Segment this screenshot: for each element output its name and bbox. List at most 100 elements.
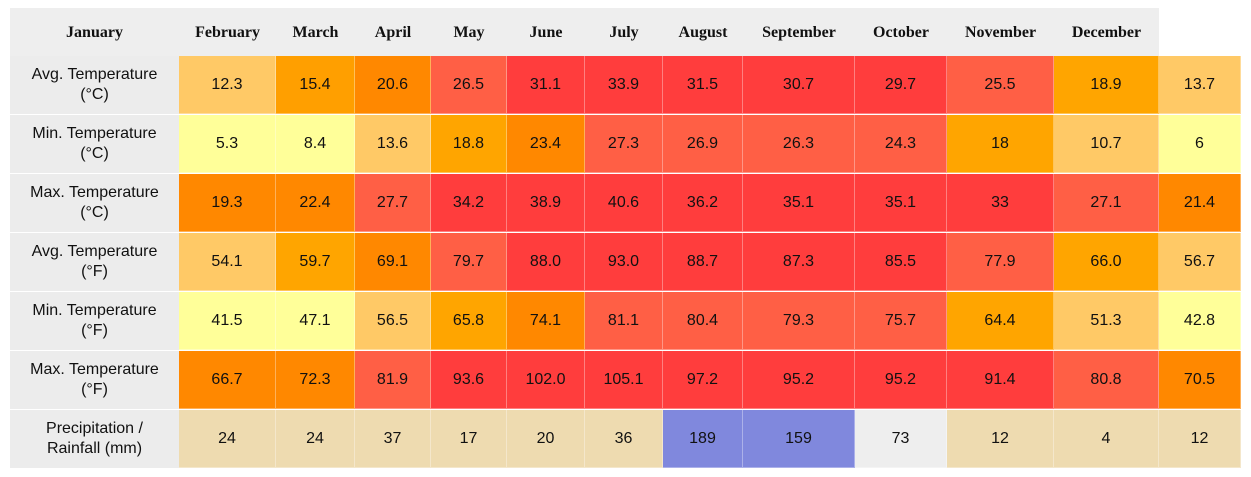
table-cell: 80.8 [1054, 351, 1159, 409]
table-cell: 74.1 [507, 292, 585, 350]
table-cell: 36 [585, 410, 663, 468]
header-row [10, 8, 1159, 56]
row-label-line: Precipitation / [46, 420, 143, 437]
table-cell: 40.6 [585, 174, 663, 232]
month-header-april: April [374, 24, 412, 41]
table-cell: 26.3 [743, 115, 855, 173]
row-label-line: (°C) [80, 145, 109, 162]
table-cell: 12 [947, 410, 1054, 468]
table-cell: 105.1 [585, 351, 663, 409]
row-label-line: (°C) [80, 86, 109, 103]
row-label: Max. Temperature (°F) [10, 351, 179, 409]
table-cell: 22.4 [276, 174, 355, 232]
table-cell: 91.4 [947, 351, 1054, 409]
table-cell: 56.5 [355, 292, 431, 350]
table-cell: 36.2 [663, 174, 743, 232]
table-cell: 69.1 [355, 233, 431, 291]
month-header-march: March [292, 24, 339, 41]
table-cell: 12 [1159, 410, 1241, 468]
table-cell: 70.5 [1159, 351, 1241, 409]
table-cell: 88.7 [663, 233, 743, 291]
table-cell: 97.2 [663, 351, 743, 409]
table-cell: 75.7 [855, 292, 947, 350]
row-label: Avg. Temperature (°C) [10, 56, 179, 114]
table-cell: 27.1 [1054, 174, 1159, 232]
table-cell: 31.5 [663, 56, 743, 114]
table-cell: 20 [507, 410, 585, 468]
table-cell: 13.7 [1159, 56, 1241, 114]
table-cell: 31.1 [507, 56, 585, 114]
row-label-line: (°F) [81, 322, 108, 339]
table-cell: 93.6 [431, 351, 507, 409]
table-cell: 189 [663, 410, 743, 468]
row-label-line: (°F) [81, 263, 108, 280]
table-cell: 72.3 [276, 351, 355, 409]
month-header-february: February [195, 24, 260, 41]
row-label-line: Rainfall (mm) [46, 440, 143, 457]
table-cell: 18 [947, 115, 1054, 173]
table-cell: 38.9 [507, 174, 585, 232]
row-label: Min. Temperature (°C) [10, 115, 179, 173]
table-cell: 73 [855, 410, 947, 468]
row-label: Max. Temperature (°C) [10, 174, 179, 232]
table-cell: 24.3 [855, 115, 947, 173]
table-cell: 56.7 [1159, 233, 1241, 291]
row-label-line: Avg. Temperature [31, 66, 158, 83]
table-cell: 18.9 [1054, 56, 1159, 114]
table-cell: 95.2 [855, 351, 947, 409]
table-cell: 80.4 [663, 292, 743, 350]
month-header-august: August [678, 24, 728, 41]
table-cell: 20.6 [355, 56, 431, 114]
table-cell: 34.2 [431, 174, 507, 232]
table-cell: 19.3 [179, 174, 276, 232]
month-header-january: January [66, 24, 123, 41]
table-cell: 79.7 [431, 233, 507, 291]
table-cell: 18.8 [431, 115, 507, 173]
row-label: Min. Temperature (°F) [10, 292, 179, 350]
month-header-may: May [453, 24, 485, 41]
table-cell: 65.8 [431, 292, 507, 350]
table-cell: 15.4 [276, 56, 355, 114]
table-cell: 24 [276, 410, 355, 468]
table-cell: 41.5 [179, 292, 276, 350]
table-cell: 93.0 [585, 233, 663, 291]
table-cell: 47.1 [276, 292, 355, 350]
table-cell: 33 [947, 174, 1054, 232]
row-label-line: (°C) [80, 204, 109, 221]
table-cell: 21.4 [1159, 174, 1241, 232]
table-cell: 27.7 [355, 174, 431, 232]
table-cell: 66.7 [179, 351, 276, 409]
table-cell: 42.8 [1159, 292, 1241, 350]
row-label-line: Min. Temperature [32, 125, 157, 142]
table-cell: 35.1 [743, 174, 855, 232]
table-cell: 6 [1159, 115, 1241, 173]
table-cell: 33.9 [585, 56, 663, 114]
table-cell: 77.9 [947, 233, 1054, 291]
row-label-line: Avg. Temperature [31, 243, 158, 260]
row-label-line: Max. Temperature [30, 184, 159, 201]
table-cell: 35.1 [855, 174, 947, 232]
month-header-december: December [1071, 24, 1142, 41]
row-label: Avg. Temperature (°F) [10, 233, 179, 291]
table-cell: 59.7 [276, 233, 355, 291]
table-cell: 81.9 [355, 351, 431, 409]
table-cell: 5.3 [179, 115, 276, 173]
table-cell: 88.0 [507, 233, 585, 291]
table-cell: 66.0 [1054, 233, 1159, 291]
table-cell: 30.7 [743, 56, 855, 114]
table-cell: 4 [1054, 410, 1159, 468]
row-label: Precipitation / Rainfall (mm) [10, 410, 179, 468]
month-header-july: July [609, 24, 639, 41]
table-cell: 102.0 [507, 351, 585, 409]
table-cell: 24 [179, 410, 276, 468]
table-cell: 95.2 [743, 351, 855, 409]
table-cell: 81.1 [585, 292, 663, 350]
table-cell: 23.4 [507, 115, 585, 173]
row-label-line: Min. Temperature [32, 302, 157, 319]
table-cell: 12.3 [179, 56, 276, 114]
table-cell: 26.9 [663, 115, 743, 173]
row-label-line: (°F) [81, 381, 108, 398]
table-cell: 54.1 [179, 233, 276, 291]
table-cell: 26.5 [431, 56, 507, 114]
table-cell: 17 [431, 410, 507, 468]
